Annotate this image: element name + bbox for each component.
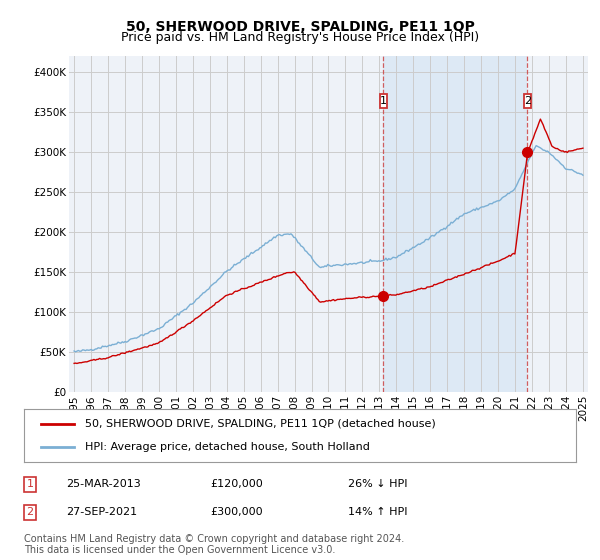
Bar (383, 56, 527, 392)
Text: HPI: Average price, detached house, South Holland: HPI: Average price, detached house, Sout… (85, 442, 370, 452)
FancyBboxPatch shape (380, 94, 386, 108)
Text: 14% ↑ HPI: 14% ↑ HPI (348, 507, 407, 517)
Text: 26% ↓ HPI: 26% ↓ HPI (348, 479, 407, 489)
Text: £120,000: £120,000 (210, 479, 263, 489)
Text: 2: 2 (524, 96, 531, 106)
Text: 25-MAR-2013: 25-MAR-2013 (66, 479, 141, 489)
Text: 50, SHERWOOD DRIVE, SPALDING, PE11 1QP: 50, SHERWOOD DRIVE, SPALDING, PE11 1QP (125, 20, 475, 34)
Text: 1: 1 (380, 96, 387, 106)
FancyBboxPatch shape (524, 94, 530, 108)
Text: 2: 2 (26, 507, 34, 517)
Text: 50, SHERWOOD DRIVE, SPALDING, PE11 1QP (detached house): 50, SHERWOOD DRIVE, SPALDING, PE11 1QP (… (85, 419, 436, 429)
Text: 1: 1 (26, 479, 34, 489)
Text: 27-SEP-2021: 27-SEP-2021 (66, 507, 137, 517)
Text: £300,000: £300,000 (210, 507, 263, 517)
Text: Price paid vs. HM Land Registry's House Price Index (HPI): Price paid vs. HM Land Registry's House … (121, 31, 479, 44)
Text: Contains HM Land Registry data © Crown copyright and database right 2024.
This d: Contains HM Land Registry data © Crown c… (24, 534, 404, 555)
